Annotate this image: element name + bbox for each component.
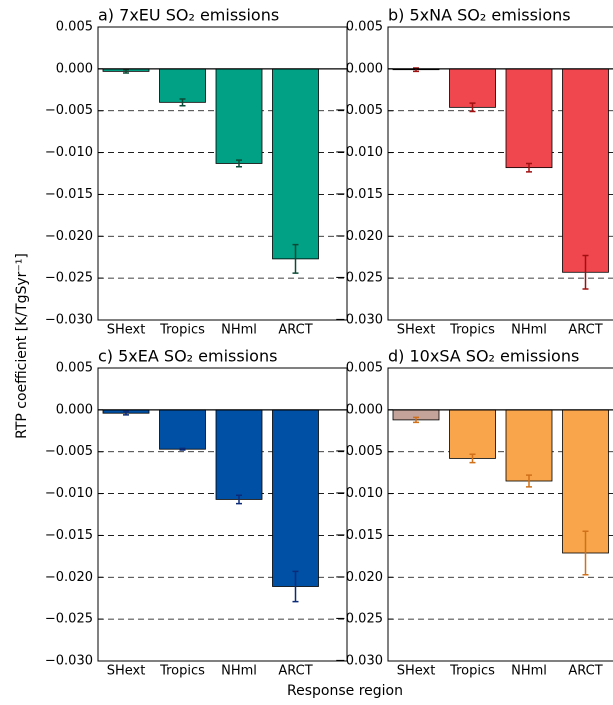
panel: a) 7xEU SO₂ emissions −0.030 −0.025 −0.020 −… (45, 6, 348, 338)
bar (449, 68, 496, 108)
x-tick-label: SHext (397, 323, 436, 338)
panel-title: c) 5xEA SO₂ emissions (98, 347, 277, 366)
panel: d) 10xSA SO₂ emissions −0.030 −0.025 −0.020… (335, 347, 613, 679)
x-tick-label: NHml (221, 664, 257, 679)
y-tick-label: −0.005 (335, 444, 383, 459)
error-bar (236, 494, 242, 505)
bar (159, 68, 206, 103)
y-tick-label: −0.015 (45, 187, 93, 202)
error-bar (469, 453, 476, 464)
plot-frame (387, 367, 613, 662)
x-tick-label: NHml (511, 323, 547, 338)
y-tick-label: −0.030 (335, 654, 383, 669)
y-tick-label: −0.030 (335, 313, 383, 328)
x-tick-label: NHml (221, 323, 257, 338)
x-tick-label: ARCT (568, 664, 602, 679)
y-tick-label: 0.000 (56, 61, 93, 76)
y-axis-label: RTP coefficient [K/TgSyr⁻¹] (14, 253, 30, 439)
x-tick-label: SHext (397, 664, 436, 679)
panel: c) 5xEA SO₂ emissions −0.030 −0.025 −0.020 −… (45, 347, 348, 679)
bar (562, 409, 609, 554)
error-bar (236, 159, 242, 168)
bar (272, 68, 319, 260)
y-tick-label: −0.020 (45, 229, 93, 244)
error-bar (469, 102, 476, 113)
error-bar (179, 447, 186, 451)
panel-title: b) 5xNA SO₂ emissions (388, 6, 571, 25)
x-tick-label: SHext (107, 323, 146, 338)
x-tick-label: ARCT (568, 323, 602, 338)
y-tick-label: 0.000 (56, 402, 93, 417)
bar (505, 409, 553, 482)
bar (215, 409, 263, 500)
y-tick-label: 0.005 (346, 361, 383, 376)
y-tick-label: −0.020 (335, 570, 383, 585)
y-tick-label: 0.000 (346, 402, 383, 417)
x-tick-label: ARCT (278, 664, 312, 679)
x-axis-label: Response region (287, 683, 403, 699)
x-tick-label: Tropics (449, 664, 495, 679)
plot-frame (97, 367, 348, 662)
x-tick-label: SHext (107, 664, 146, 679)
error-bar (526, 162, 532, 173)
y-tick-label: 0.000 (346, 61, 383, 76)
plot-frame (387, 26, 613, 321)
x-tick-label: Tropics (449, 323, 495, 338)
error-bar (582, 254, 589, 290)
y-tick-label: 0.005 (56, 361, 93, 376)
y-tick-label: −0.030 (45, 313, 93, 328)
error-bar (582, 530, 589, 576)
panel-title: d) 10xSA SO₂ emissions (388, 347, 579, 366)
bar (159, 409, 206, 450)
x-tick-label: ARCT (278, 323, 312, 338)
error-bar (292, 570, 299, 603)
panel: b) 5xNA SO₂ emissions −0.030 −0.025 −0.020 −… (335, 6, 613, 338)
error-bar (123, 68, 129, 74)
y-tick-label: −0.025 (45, 271, 93, 286)
y-tick-label: 0.005 (56, 20, 93, 35)
y-tick-label: −0.010 (45, 145, 93, 160)
x-tick-label: Tropics (159, 323, 205, 338)
bar (215, 68, 263, 164)
y-tick-label: −0.010 (45, 486, 93, 501)
y-tick-label: −0.015 (45, 528, 93, 543)
bar (562, 68, 609, 273)
y-tick-label: −0.015 (335, 528, 383, 543)
error-bar (123, 410, 129, 416)
y-tick-label: −0.020 (335, 229, 383, 244)
y-tick-label: −0.020 (45, 570, 93, 585)
x-tick-label: Tropics (159, 664, 205, 679)
y-tick-label: −0.025 (335, 271, 383, 286)
y-tick-label: −0.025 (45, 612, 93, 627)
plot-frame (97, 26, 348, 321)
panel-title: a) 7xEU SO₂ emissions (98, 6, 279, 25)
error-bar (179, 98, 186, 107)
y-tick-label: −0.010 (335, 486, 383, 501)
error-bar (292, 243, 299, 274)
error-bar (526, 474, 532, 488)
error-bar (413, 416, 419, 424)
y-tick-label: −0.005 (45, 103, 93, 118)
bar (449, 409, 496, 459)
bar (505, 68, 553, 169)
bar (272, 409, 319, 587)
y-tick-label: −0.005 (45, 444, 93, 459)
y-tick-label: 0.005 (346, 20, 383, 35)
y-tick-label: −0.025 (335, 612, 383, 627)
y-tick-label: −0.030 (45, 654, 93, 669)
y-tick-label: −0.005 (335, 103, 383, 118)
x-tick-label: NHml (511, 664, 547, 679)
y-tick-label: −0.015 (335, 187, 383, 202)
y-tick-label: −0.010 (335, 145, 383, 160)
